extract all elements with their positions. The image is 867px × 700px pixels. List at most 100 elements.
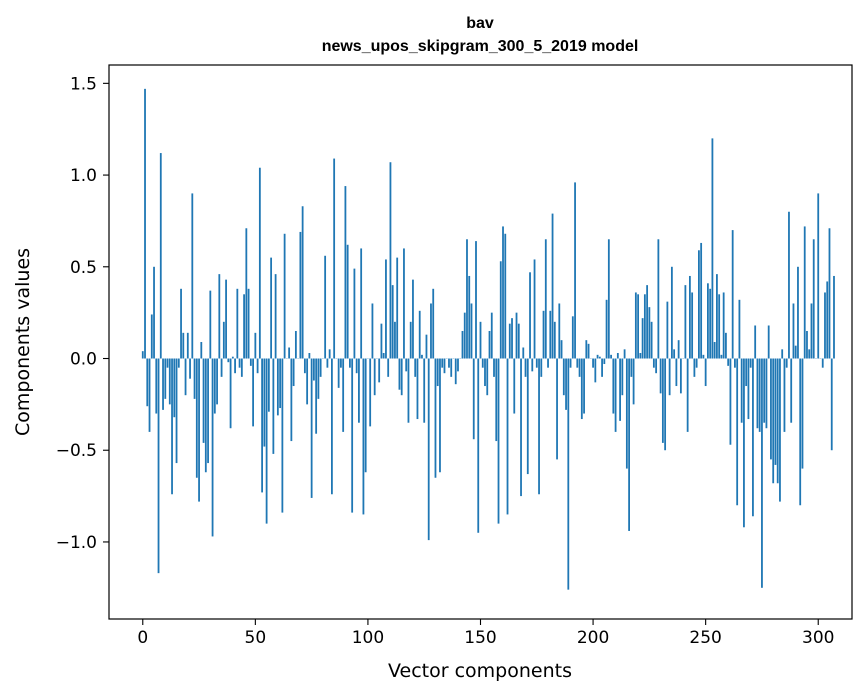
bar — [700, 243, 702, 359]
bar — [216, 359, 218, 405]
bar — [417, 359, 419, 420]
bar — [522, 348, 524, 359]
bar — [342, 359, 344, 432]
bar — [288, 348, 290, 359]
bar — [455, 359, 457, 385]
bar — [354, 269, 356, 359]
bar — [527, 359, 529, 475]
bar — [189, 359, 191, 379]
bar — [554, 322, 556, 359]
bar — [302, 206, 304, 358]
bar — [372, 303, 374, 358]
bar — [232, 357, 234, 359]
chart-title-line-2: news_upos_skipgram_300_5_2019 model — [322, 38, 639, 55]
bar — [826, 281, 828, 358]
bar — [430, 303, 432, 358]
bar — [403, 248, 405, 358]
bar — [716, 274, 718, 358]
bar — [360, 248, 362, 358]
bar — [543, 311, 545, 359]
bar — [570, 359, 572, 368]
bar — [529, 272, 531, 358]
bar — [230, 359, 232, 429]
bar — [464, 313, 466, 359]
bar — [277, 359, 279, 416]
bar — [378, 359, 380, 383]
bar — [392, 285, 394, 358]
bar — [313, 359, 315, 381]
bar — [513, 359, 515, 414]
bar — [209, 291, 211, 359]
bar — [218, 274, 220, 358]
bar — [482, 359, 484, 368]
bar — [399, 359, 401, 390]
bar — [822, 359, 824, 368]
bar — [450, 359, 452, 377]
bar — [290, 359, 292, 442]
bar — [777, 359, 779, 484]
bar — [748, 359, 750, 420]
bar — [585, 340, 587, 358]
bar — [498, 359, 500, 524]
bar — [351, 359, 353, 513]
bar — [358, 359, 360, 423]
y-tick-label: 0.0 — [70, 350, 97, 370]
bar — [223, 322, 225, 359]
bar — [757, 359, 759, 429]
bar — [270, 258, 272, 359]
bar — [770, 359, 772, 460]
bar — [736, 359, 738, 506]
bar — [817, 193, 819, 358]
bar — [779, 359, 781, 502]
bar — [745, 359, 747, 387]
bar — [588, 344, 590, 359]
bar — [732, 230, 734, 358]
bar — [707, 283, 709, 358]
bar — [259, 168, 261, 359]
bar — [795, 346, 797, 359]
bar — [272, 359, 274, 454]
x-tick-label: 0 — [137, 628, 148, 648]
bar — [160, 153, 162, 358]
bar — [739, 300, 741, 359]
bar — [698, 250, 700, 358]
bar — [653, 359, 655, 368]
bar — [813, 239, 815, 358]
bar — [804, 226, 806, 358]
bar — [608, 239, 610, 358]
bar — [324, 256, 326, 359]
bar — [750, 359, 752, 368]
bar — [317, 359, 319, 399]
bar — [390, 162, 392, 358]
bar — [536, 359, 538, 368]
y-axis-label: Components values — [12, 248, 34, 436]
bar — [730, 359, 732, 445]
bar — [315, 359, 317, 434]
bar — [340, 359, 342, 368]
bar — [687, 359, 689, 432]
bar — [525, 359, 527, 377]
bar — [254, 333, 256, 359]
bar — [504, 234, 506, 359]
bar — [383, 353, 385, 359]
bar — [394, 322, 396, 359]
bar — [437, 359, 439, 387]
bar — [225, 280, 227, 359]
bar — [295, 331, 297, 359]
bar — [444, 359, 446, 374]
bar — [475, 241, 477, 358]
bar — [666, 302, 668, 359]
bar — [824, 292, 826, 358]
bar — [281, 359, 283, 513]
bar — [534, 259, 536, 358]
bar — [263, 359, 265, 447]
bar — [441, 359, 443, 368]
bar — [662, 359, 664, 443]
bar — [754, 325, 756, 358]
bar — [799, 359, 801, 506]
bar — [155, 359, 157, 414]
bar — [311, 359, 313, 498]
